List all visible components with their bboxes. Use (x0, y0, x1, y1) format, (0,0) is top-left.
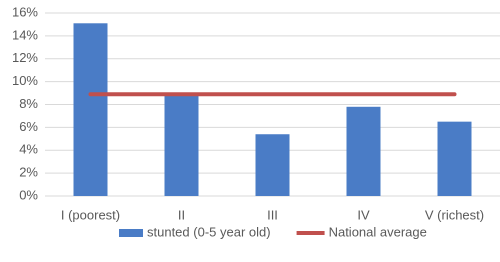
y-tick-label: 0% (19, 187, 38, 202)
y-tick-label: 12% (12, 50, 38, 65)
legend-label: National average (329, 224, 427, 239)
x-tick-label: II (178, 207, 185, 222)
legend-label: stunted (0-5 year old) (147, 224, 271, 239)
bar (346, 106, 381, 196)
bar (255, 134, 290, 196)
bar (164, 93, 199, 196)
x-tick-label: V (richest) (425, 207, 484, 222)
y-tick-label: 16% (12, 4, 38, 19)
x-tick-label: III (267, 207, 278, 222)
x-tick-label: I (poorest) (61, 207, 120, 222)
y-tick-label: 10% (12, 73, 38, 88)
y-tick-label: 4% (19, 142, 38, 157)
y-tick-label: 6% (19, 119, 38, 134)
y-tick-label: 14% (12, 27, 38, 42)
bar (73, 23, 108, 197)
y-tick-label: 2% (19, 165, 38, 180)
x-tick-label: IV (357, 207, 370, 222)
bar (437, 121, 472, 196)
y-tick-label: 8% (19, 96, 38, 111)
legend-swatch (119, 229, 143, 237)
